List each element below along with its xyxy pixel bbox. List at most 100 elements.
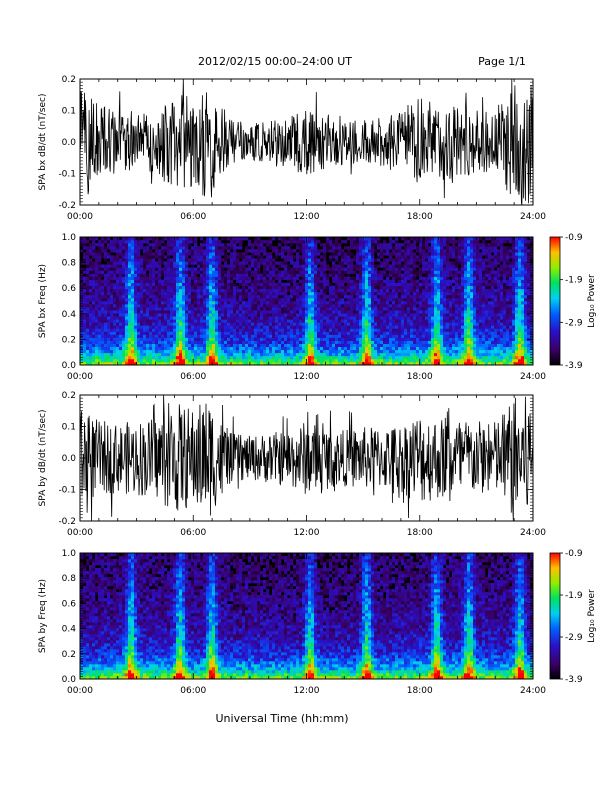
spectrogram-cell: [143, 276, 147, 280]
spectrogram-cell: [377, 334, 381, 338]
spectrogram-cell: [98, 361, 102, 366]
spectrogram-cell: [278, 249, 282, 253]
spectrogram-cell: [176, 307, 180, 311]
spectrogram-cell: [251, 349, 255, 354]
spectrogram-cell: [359, 264, 363, 268]
spectrogram-cell: [137, 346, 141, 351]
spectrogram-cell: [89, 246, 93, 250]
spectrogram-cell: [209, 273, 213, 277]
spectrogram-cell: [299, 258, 303, 262]
spectrogram-cell: [167, 291, 171, 296]
spectrogram-cell: [437, 279, 441, 284]
spectrogram-cell: [188, 322, 192, 326]
spectrogram-cell: [203, 255, 207, 259]
spectrogram-cell: [149, 307, 153, 311]
spectrogram-cell: [152, 325, 156, 329]
spectrogram-cell: [362, 297, 366, 302]
spectrogram-cell: [152, 255, 156, 259]
spectrogram-cell: [110, 313, 114, 317]
spectrogram-cell: [155, 243, 159, 247]
spectrogram-cell: [299, 337, 303, 341]
spectrogram-cell: [254, 270, 258, 274]
spectrogram-cell: [323, 325, 327, 329]
spectrogram-cell: [335, 313, 339, 317]
spectrogram-cell: [404, 267, 408, 271]
spectrogram-cell: [182, 294, 186, 299]
spectrogram-cell: [425, 355, 429, 360]
spectrogram-cell: [425, 264, 429, 268]
spectrogram-cell: [155, 249, 159, 253]
spectrogram-cell: [161, 322, 165, 326]
spectrogram-cell: [428, 246, 432, 250]
spectrogram-cell: [344, 361, 348, 366]
spectrogram-cell: [410, 334, 414, 338]
spectrogram-cell: [434, 319, 438, 323]
spectrogram-cell: [194, 346, 198, 351]
spectrogram-cell: [266, 361, 270, 366]
spectrogram-cell: [365, 343, 369, 348]
spectrogram-cell: [404, 322, 408, 326]
spectrogram-cell: [206, 237, 210, 241]
spectrogram-cell: [239, 301, 243, 305]
spectrogram-cell: [329, 258, 333, 262]
spectrogram-cell: [428, 322, 432, 326]
spectrogram-cell: [179, 261, 183, 265]
spectrogram-cell: [203, 337, 207, 341]
spectrogram-cell: [368, 267, 372, 271]
spectrogram-cell: [401, 285, 405, 290]
spectrogram-cell: [152, 267, 156, 271]
spectrogram-cell: [209, 337, 213, 341]
spectrogram-cell: [134, 307, 138, 311]
spectrogram-cell: [239, 310, 243, 314]
spectrogram-cell: [290, 316, 294, 320]
spectrogram-cell: [266, 352, 270, 357]
spectrogram-cell: [194, 337, 198, 341]
spectrogram-cell: [332, 322, 336, 326]
spectrogram-cell: [434, 346, 438, 351]
spectrogram-cell: [194, 243, 198, 247]
spectrogram-cell: [116, 319, 120, 323]
spectrogram-cell: [299, 273, 303, 277]
spectrogram-cell: [149, 258, 153, 262]
spectrogram-cell: [434, 273, 438, 277]
spectrogram-cell: [419, 297, 423, 302]
spectrogram-cell: [314, 249, 318, 253]
spectrogram-cell: [149, 273, 153, 277]
spectrogram-cell: [251, 334, 255, 338]
spectrogram-cell: [437, 270, 441, 274]
spectrogram-cell: [341, 240, 345, 244]
spectrogram-cell: [311, 313, 315, 317]
spectrogram-cell: [233, 258, 237, 262]
spectrogram-cell: [194, 249, 198, 253]
spectrogram-cell: [212, 285, 216, 290]
spectrogram-cell: [440, 331, 444, 335]
spectrogram-cell: [158, 243, 162, 247]
spectrogram-cell: [275, 322, 279, 326]
spectrogram-cell: [302, 346, 306, 351]
spectrogram-cell: [152, 258, 156, 262]
spectrogram-cell: [212, 322, 216, 326]
spectrogram-cell: [152, 349, 156, 354]
spectrogram-cell: [323, 285, 327, 290]
spectrogram-cell: [263, 355, 267, 360]
spectrogram-cell: [161, 346, 165, 351]
spectrogram-cell: [365, 249, 369, 253]
spectrogram-cell: [413, 322, 417, 326]
spectrogram-cell: [188, 349, 192, 354]
spectrogram-cell: [104, 328, 108, 332]
spectrogram-cell: [104, 352, 108, 357]
spectrogram-cell: [128, 328, 132, 332]
spectrogram-cell: [107, 276, 111, 280]
spectrogram-cell: [218, 270, 222, 274]
spectrogram-cell: [239, 355, 243, 360]
spectrogram-cell: [248, 255, 252, 259]
spectrogram-cell: [290, 261, 294, 265]
spectrogram-cell: [407, 264, 411, 268]
spectrogram-cell: [362, 243, 366, 247]
spectrogram-cell: [128, 243, 132, 247]
spectrogram-cell: [353, 294, 357, 299]
spectrogram-cell: [281, 355, 285, 360]
spectrogram-cell: [254, 301, 258, 305]
spectrogram-cell: [392, 291, 396, 296]
spectrogram-cell: [134, 310, 138, 314]
